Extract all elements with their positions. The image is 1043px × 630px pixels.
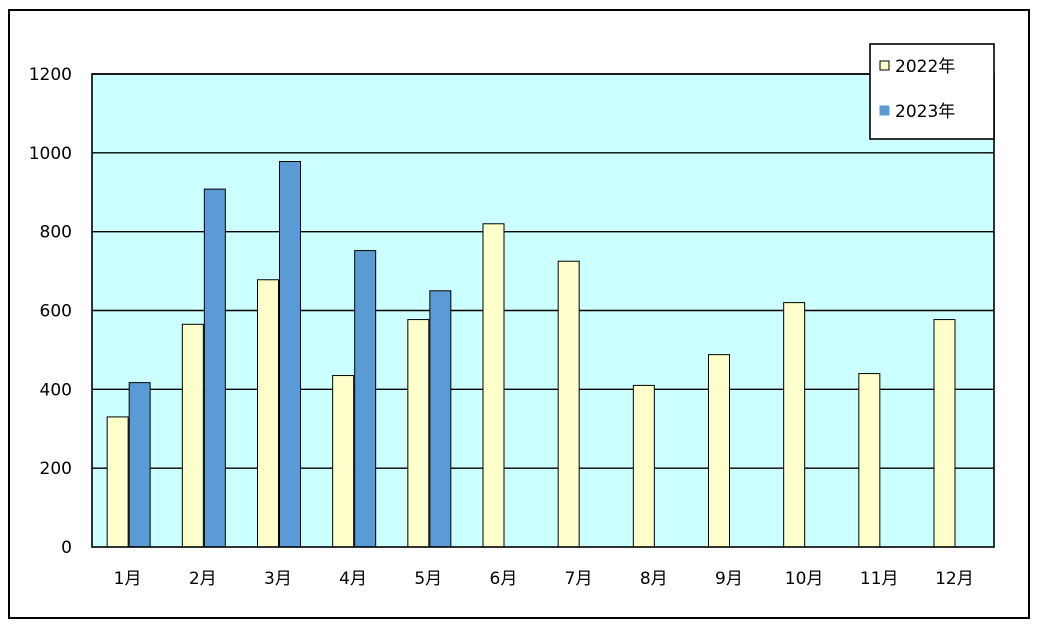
bar-2022年-10月: [783, 302, 806, 548]
bar-2022年-7月: [557, 260, 580, 548]
bar-2022年-8月: [632, 384, 655, 548]
legend-box: [869, 43, 995, 140]
plot-border: [91, 73, 995, 548]
legend-swatch-2022年: [879, 60, 890, 71]
legend-label: 2023年: [895, 102, 955, 122]
bar-2022年-6月: [482, 223, 505, 548]
x-tick-label: 6月: [490, 569, 518, 589]
bar-2022年-2月: [181, 323, 204, 548]
bar-2023年-1月: [128, 382, 151, 548]
legend-label: 2022年: [895, 57, 955, 77]
y-tick-label: 600: [40, 302, 72, 322]
bar-2023年-5月: [429, 290, 452, 548]
y-tick-label: 800: [40, 223, 72, 243]
y-tick-label: 0: [61, 538, 72, 558]
x-tick-label: 10月: [785, 569, 824, 589]
bar-2023年-4月: [354, 250, 377, 548]
bar-2022年-3月: [257, 279, 279, 548]
x-tick-label: 8月: [640, 569, 668, 589]
legend-swatch-2023年: [879, 105, 890, 116]
x-tick-label: 12月: [935, 569, 974, 589]
bar-2022年-9月: [708, 354, 730, 548]
x-tick-label: 9月: [715, 569, 743, 589]
x-tick-label: 1月: [114, 569, 142, 589]
y-tick-label: 200: [40, 459, 72, 479]
x-tick-label: 3月: [264, 569, 292, 589]
x-tick-label: 2月: [189, 569, 217, 589]
y-tick-label: 1000: [29, 144, 72, 164]
bar-2023年-2月: [203, 188, 226, 548]
x-tick-label: 7月: [565, 569, 593, 589]
bar-2022年-1月: [106, 416, 129, 548]
x-tick-label: 11月: [860, 569, 899, 589]
bar-2023年-3月: [279, 161, 301, 548]
bar-2022年-4月: [332, 375, 355, 548]
bar-2022年-12月: [933, 319, 956, 548]
y-tick-label: 400: [40, 380, 72, 400]
y-tick-label: 1200: [29, 65, 72, 85]
x-tick-label: 5月: [414, 569, 442, 589]
bar-2022年-5月: [407, 319, 430, 548]
bar-2022年-11月: [858, 373, 881, 548]
x-tick-label: 4月: [339, 569, 367, 589]
